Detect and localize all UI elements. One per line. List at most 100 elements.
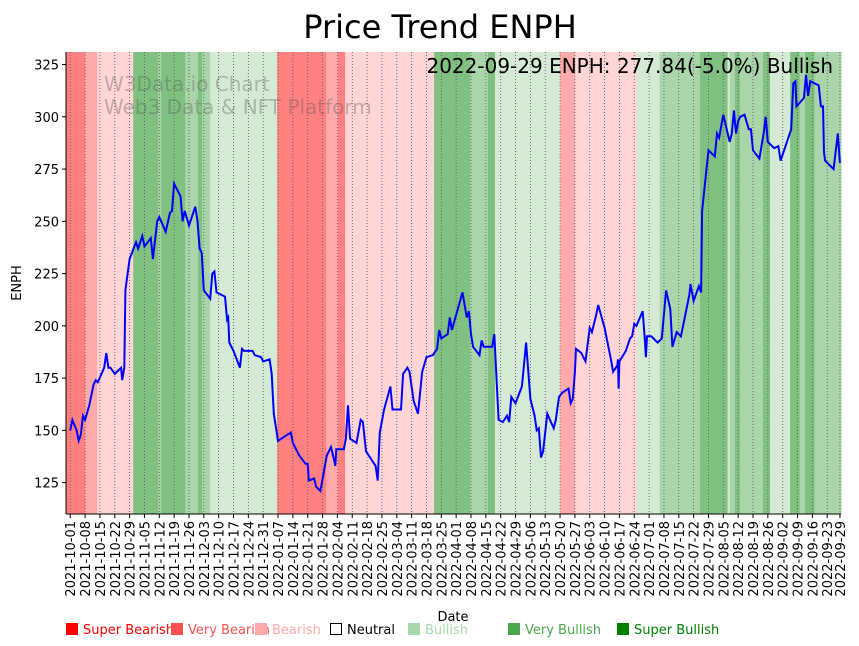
legend-swatch (66, 623, 78, 635)
sentiment-band-light-bearish-bg (345, 52, 435, 514)
watermark: W3Data.io Chart Web3 Data & NFT Platform (104, 72, 372, 119)
x-tick-label: 2022-06-03 (584, 521, 599, 597)
x-tick-label: 2021-11-26 (183, 521, 198, 597)
legend-label: Super Bearish (83, 623, 174, 638)
legend-swatch (617, 623, 629, 635)
legend-label: Bearish (272, 623, 321, 638)
legend-label: Very Bearish (188, 623, 270, 638)
x-tick-label: 2022-06-10 (599, 521, 614, 597)
legend-item-bearish: Bearish (255, 623, 321, 638)
x-tick-label: 2022-01-28 (317, 521, 332, 597)
x-tick-label: 2022-04-29 (510, 521, 525, 597)
x-tick-label: 2022-07-29 (702, 521, 717, 597)
legend-item-super-bearish: Super Bearish (66, 623, 174, 638)
x-tick-label: 2021-12-10 (213, 521, 228, 597)
x-tick-label: 2022-08-19 (747, 521, 762, 597)
x-tick-label: 2022-08-05 (717, 521, 732, 597)
legend-swatch (408, 623, 420, 635)
sentiment-band-very-bullish-bg (198, 52, 203, 514)
x-tick-label: 2022-02-04 (331, 521, 346, 597)
x-tick-label: 2022-01-14 (287, 521, 302, 597)
y-tick-label: 175 (34, 372, 59, 387)
x-tick-label: 2022-01-21 (302, 521, 317, 597)
x-tick-label: 2022-05-06 (524, 521, 539, 597)
watermark-line-1: W3Data.io Chart (104, 72, 270, 96)
legend-item-very-bullish: Very Bullish (508, 623, 601, 638)
axes: 2021-10-01 2021-10-08 2021-10-15 2021-10-22… (34, 52, 849, 597)
y-tick-label: 275 (34, 163, 59, 178)
sentiment-band-light-bullish-bg (769, 52, 791, 514)
sentiment-band-very-bullish-bg (434, 52, 471, 514)
x-tick-label: 2021-10-08 (79, 521, 94, 597)
y-tick-label: 225 (34, 268, 59, 283)
x-tick-label: 2022-05-27 (569, 521, 584, 597)
x-axis-label: Date (437, 610, 468, 625)
x-tick-label: 2022-09-09 (792, 521, 807, 597)
x-tick-label: 2022-04-22 (495, 521, 510, 597)
sentiment-band-very-bearish-bg (66, 52, 86, 514)
sentiment-band-bullish-bg (814, 52, 842, 514)
vertical-gridlines (69, 52, 841, 514)
y-tick-label: 125 (34, 477, 59, 492)
sentiment-band-very-bullish-bg (790, 52, 801, 514)
x-tick-label: 2021-10-29 (124, 521, 139, 597)
latest-price-annotation: 2022-09-29 ENPH: 277.84(-5.0%) Bullish (426, 54, 833, 78)
x-tick-label: 2021-12-03 (198, 521, 213, 597)
x-tick-label: 2022-09-29 (834, 521, 849, 597)
x-tick-label: 2022-07-01 (643, 521, 658, 597)
legend-label: Bullish (425, 623, 468, 638)
sentiment-band-bullish-bg (739, 52, 764, 514)
y-tick-label: 300 (34, 111, 59, 126)
sentiment-band-bearish-bg (326, 52, 339, 514)
legend: Super Bearish Very Bearish Bearish Neutral B… (66, 623, 719, 638)
legend-swatch (171, 623, 183, 635)
sentiment-band-light-bearish-bg (97, 52, 134, 514)
x-tick-label: 2022-09-23 (821, 521, 836, 597)
legend-swatch (330, 623, 342, 635)
sentiment-band-light-bullish-bg (494, 52, 561, 514)
x-tick-label: 2021-12-24 (242, 521, 257, 597)
sentiment-band-bullish-bg (202, 52, 211, 514)
legend-item-very-bearish: Very Bearish (171, 623, 270, 638)
x-tick-label: 2022-03-18 (420, 521, 435, 597)
sentiment-band-bullish-bg (158, 52, 162, 514)
x-tick-label: 2021-11-19 (168, 521, 183, 597)
x-tick-label: 2021-11-12 (153, 521, 168, 597)
y-tick-label: 250 (34, 215, 59, 230)
x-tick-label: 2022-09-02 (777, 521, 792, 597)
price-line (69, 74, 841, 494)
sentiment-band-bullish-bg (799, 52, 806, 514)
legend-item-neutral: Neutral (330, 623, 395, 638)
x-tick-label: 2022-09-16 (806, 521, 821, 597)
sentiment-band-bullish-bg (470, 52, 489, 514)
x-tick-label: 2022-08-12 (732, 521, 747, 597)
legend-label: Neutral (347, 623, 395, 638)
watermark-line-2: Web3 Data & NFT Platform (104, 95, 372, 119)
x-tick-label: 2022-03-11 (406, 521, 421, 597)
x-tick-label: 2022-03-25 (435, 521, 450, 597)
sentiment-band-very-bullish-bg (161, 52, 186, 514)
sentiment-band-very-bullish-bg (762, 52, 771, 514)
x-tick-label: 2022-04-08 (465, 521, 480, 597)
legend-swatch (255, 623, 267, 635)
x-tick-label: 2021-10-15 (94, 521, 109, 597)
x-tick-label: 2022-05-20 (554, 521, 569, 597)
x-tick-label: 2022-07-22 (688, 521, 703, 597)
sentiment-band-very-bearish-bg (277, 52, 327, 514)
chart-title: Price Trend ENPH (303, 8, 577, 46)
sentiment-band-light-bullish-bg (637, 52, 661, 514)
y-axis-label: ENPH (10, 265, 25, 301)
sentiment-bands (66, 52, 842, 514)
x-tick-label: 2022-07-15 (673, 521, 688, 597)
x-tick-label: 2022-04-15 (480, 521, 495, 597)
x-tick-label: 2021-10-01 (64, 521, 79, 597)
sentiment-band-very-bullish-bg (487, 52, 496, 514)
y-tick-label: 200 (34, 320, 59, 335)
legend-label: Super Bullish (634, 623, 719, 638)
sentiment-band-bullish-bg (185, 52, 199, 514)
sentiment-band-very-bullish-bg (133, 52, 159, 514)
sentiment-band-very-bullish-bg (804, 52, 815, 514)
x-tick-label: 2022-03-04 (391, 521, 406, 597)
sentiment-band-bearish-bg (85, 52, 98, 514)
